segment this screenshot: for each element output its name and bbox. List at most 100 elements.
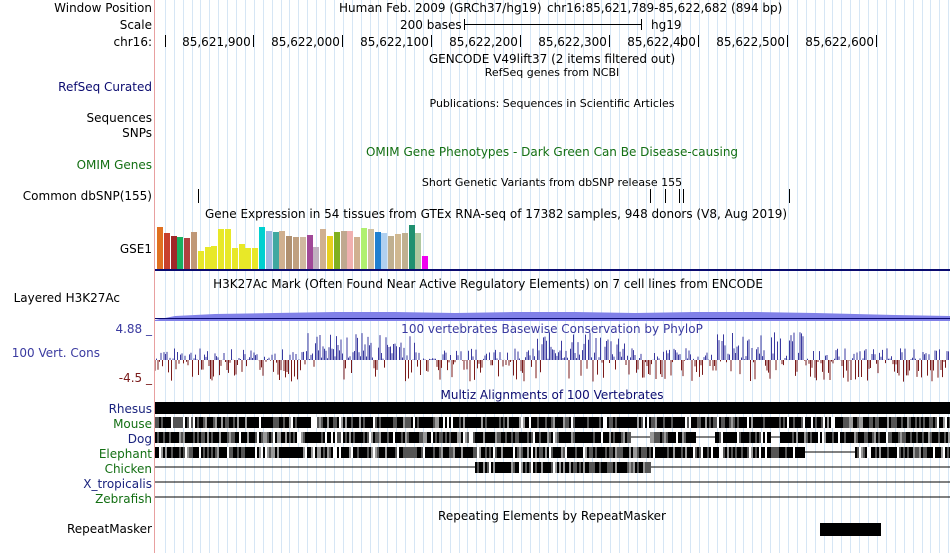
gtex-tissue-bar[interactable] (401, 233, 408, 269)
snps-label[interactable]: SNPs (122, 126, 152, 140)
browser-data-panel[interactable]: Human Feb. 2009 (GRCh37/hg19) chr16:85,6… (155, 0, 950, 553)
alignment-block (599, 462, 601, 473)
alignment-block (607, 462, 609, 473)
alignment-block (690, 432, 692, 443)
gtex-tissue-bar[interactable] (333, 232, 340, 269)
gtex-tissue-bar[interactable] (286, 236, 293, 269)
snp-mark[interactable] (665, 189, 667, 203)
gtex-tissue-bar[interactable] (272, 232, 279, 269)
layered-h3k27ac-label[interactable]: Layered H3K27Ac (13, 291, 120, 305)
gtex-tissue-bar[interactable] (408, 225, 415, 269)
gtex-tissue-bar[interactable] (279, 231, 286, 269)
grid-line (431, 0, 433, 553)
alignment-block (803, 417, 805, 428)
alignment-block (521, 432, 523, 443)
species-label-chicken[interactable]: Chicken (104, 462, 152, 476)
snp-mark[interactable] (682, 189, 684, 203)
alignment-block (593, 462, 595, 473)
gtex-tissue-bar[interactable] (259, 227, 265, 269)
gtex-tissue-bar[interactable] (327, 236, 333, 269)
gtex-tissue-bar[interactable] (231, 248, 238, 269)
gtex-tissue-bar[interactable] (299, 237, 306, 269)
gtex-tissue-bar[interactable] (252, 248, 259, 269)
publications-track-title[interactable]: Publications: Sequences in Scientific Ar… (429, 97, 675, 110)
gtex-tissue-bar[interactable] (361, 228, 367, 269)
alignment-block (757, 417, 759, 428)
repeatmasker-label[interactable]: RepeatMasker (66, 522, 152, 536)
alignment-block (245, 447, 247, 458)
gtex-tissue-bar[interactable] (163, 233, 170, 269)
gtex-tissue-bar[interactable] (197, 251, 204, 269)
gtex-tissue-bar[interactable] (218, 229, 225, 269)
species-label-elephant[interactable]: Elephant (98, 447, 152, 461)
gtex-tissue-bar[interactable] (245, 248, 252, 269)
species-label-zebrafish[interactable]: Zebrafish (95, 492, 152, 506)
alignment-block (373, 447, 375, 458)
common-dbsnp-label[interactable]: Common dbSNP(155) (22, 189, 152, 203)
gtex-tissue-bar[interactable] (374, 232, 381, 269)
alignment-block (875, 447, 877, 458)
alignment-block (753, 447, 755, 458)
gtex-tissue-bar[interactable] (395, 234, 401, 269)
species-label-x_tropicalis[interactable]: X_tropicalis (83, 477, 152, 491)
alignment-block (749, 417, 751, 428)
conservation-label[interactable]: 100 Vert. Cons (11, 346, 100, 360)
gtex-tissue-bar[interactable] (381, 233, 388, 269)
species-label-dog[interactable]: Dog (127, 432, 152, 446)
gtex-tissue-bar[interactable] (265, 231, 272, 269)
gtex-tissue-bar[interactable] (367, 229, 374, 269)
alignment-block (563, 447, 565, 458)
alignment-block (379, 417, 381, 428)
gtex-tissue-bar[interactable] (293, 237, 299, 269)
conservation-signal[interactable] (155, 330, 950, 390)
alignment-block (897, 447, 899, 458)
snp-mark[interactable] (679, 189, 681, 203)
gtex-tissue-bar[interactable] (184, 238, 191, 269)
gtex-tissue-bar[interactable] (157, 227, 163, 269)
species-label-mouse[interactable]: Mouse (113, 417, 152, 431)
gtex-tissue-bar[interactable] (313, 247, 320, 269)
alignment-block (435, 432, 437, 443)
gtex-tissue-bar[interactable] (347, 231, 354, 269)
gtex-tissue-bar[interactable] (354, 237, 361, 269)
gtex-tissue-bar[interactable] (320, 229, 327, 269)
grid-line (663, 0, 665, 553)
snp-mark[interactable] (788, 189, 790, 203)
gtex-tissue-bar[interactable] (238, 244, 245, 269)
snp-mark[interactable] (649, 189, 651, 203)
alignment-block (321, 417, 323, 428)
grid-line (681, 0, 683, 553)
gtex-tissue-bar[interactable] (422, 256, 429, 269)
gtex-tissue-bar[interactable] (340, 231, 347, 269)
alignment-block (916, 432, 918, 443)
gse1-label[interactable]: GSE1 (119, 242, 152, 256)
alignment-block (869, 447, 871, 458)
alignment-block (219, 432, 221, 443)
alignment-block (273, 417, 275, 428)
gtex-tissue-bar[interactable] (388, 236, 395, 269)
grid-line (342, 0, 344, 553)
alignment-block (505, 447, 507, 458)
species-label-rhesus[interactable]: Rhesus (108, 402, 152, 416)
alignment-block (799, 447, 801, 458)
alignment-block (857, 417, 859, 428)
repeat-element[interactable] (820, 523, 881, 536)
alignment-block (227, 432, 229, 443)
sequences-label[interactable]: Sequences (86, 111, 152, 125)
gtex-tissue-bar[interactable] (204, 247, 211, 269)
gtex-tissue-bar[interactable] (170, 236, 177, 269)
refseq-curated-label[interactable]: RefSeq Curated (58, 80, 152, 94)
snp-mark[interactable] (197, 189, 199, 203)
alignment-block (479, 432, 481, 443)
gtex-tissue-bar[interactable] (177, 237, 184, 269)
omim-genes-label[interactable]: OMIM Genes (76, 158, 152, 172)
alignment-block (311, 432, 313, 443)
gtex-tissue-bar[interactable] (225, 229, 231, 269)
gtex-tissue-bar[interactable] (211, 246, 218, 269)
alignment-block (577, 432, 579, 443)
gencode-track-title[interactable]: GENCODE V49lift37 (2 items filtered out) (428, 52, 676, 66)
gtex-tissue-bar[interactable] (191, 232, 197, 269)
multiz-alignments[interactable] (155, 400, 950, 500)
gtex-tissue-bar[interactable] (415, 233, 422, 269)
gtex-tissue-bar[interactable] (306, 235, 313, 269)
